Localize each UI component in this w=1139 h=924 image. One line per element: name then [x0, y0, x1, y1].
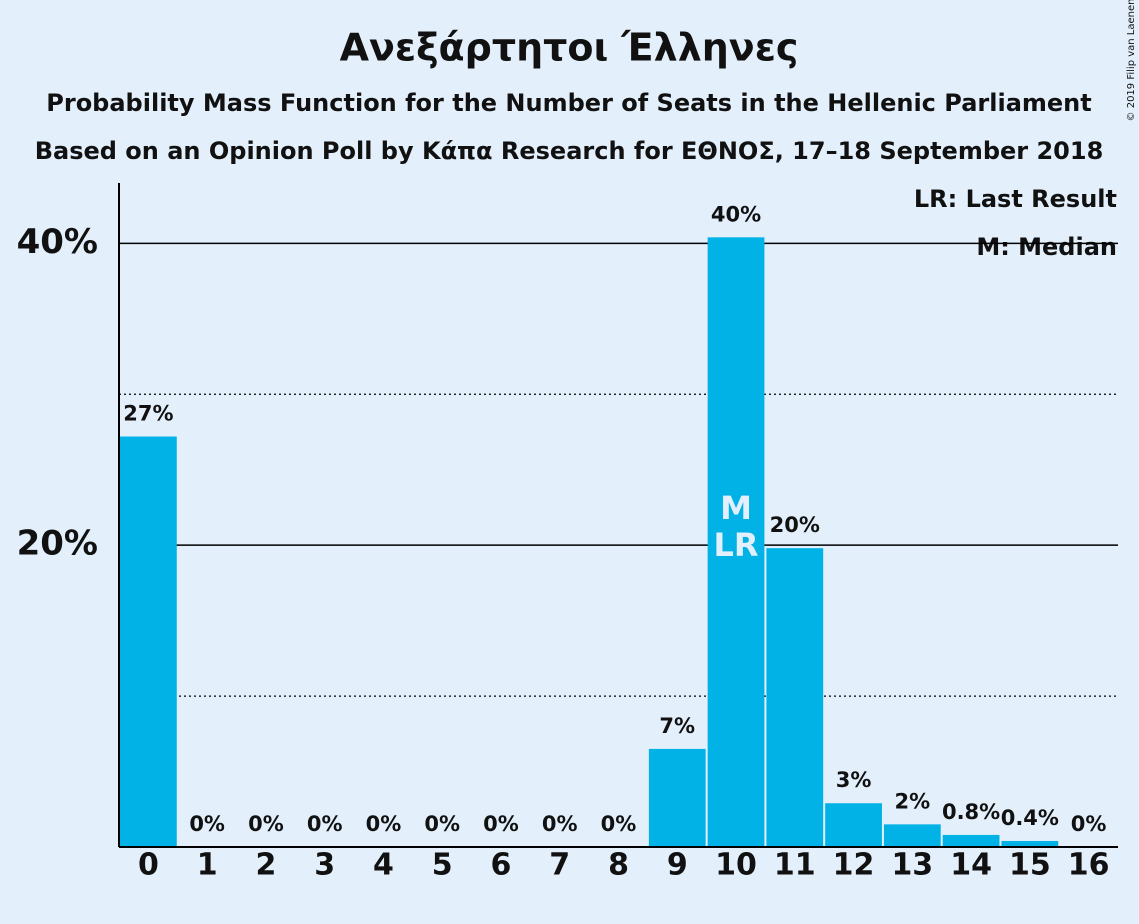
- chart-title: Ανεξάρτητοι Έλληνες: [340, 26, 799, 70]
- bar: [766, 548, 824, 847]
- y-tick-label: 40%: [17, 222, 98, 262]
- x-tick-label: 6: [491, 848, 512, 883]
- value-label: 0%: [248, 812, 284, 836]
- value-label: 0%: [307, 812, 343, 836]
- x-tick-label: 13: [891, 848, 933, 883]
- bar: [1001, 840, 1059, 847]
- value-label: 0%: [366, 812, 402, 836]
- x-tick-label: 3: [314, 848, 335, 883]
- copyright: © 2019 Filip van Laenen: [1126, 0, 1137, 121]
- bar: [825, 803, 882, 847]
- x-tick-label: 7: [549, 848, 570, 883]
- x-tick-label: 11: [774, 848, 816, 883]
- x-tick-label: 16: [1068, 848, 1110, 883]
- x-tick-label: 2: [255, 848, 276, 883]
- legend-entry: LR: Last Result: [914, 185, 1117, 213]
- x-tick-label: 4: [373, 848, 394, 883]
- bar: [942, 834, 1000, 847]
- bar: [707, 237, 765, 847]
- bar-annotation: M: [720, 489, 752, 527]
- chart-subtitle: Probability Mass Function for the Number…: [46, 89, 1091, 117]
- y-tick-label: 20%: [17, 524, 98, 564]
- bar-annotation: LR: [714, 526, 759, 564]
- x-tick-label: 5: [432, 848, 453, 883]
- value-label: 2%: [894, 789, 930, 813]
- value-label: 20%: [770, 513, 820, 537]
- value-label: 0%: [542, 812, 578, 836]
- x-tick-label: 14: [950, 848, 992, 883]
- value-label: 3%: [836, 768, 872, 792]
- legend-entry: M: Median: [976, 233, 1117, 261]
- x-tick-label: 0: [138, 848, 159, 883]
- x-tick-label: 8: [608, 848, 629, 883]
- bar: [120, 436, 177, 847]
- chart-subtitle: Based on an Opinion Poll by Κάπα Researc…: [35, 137, 1104, 165]
- x-tick-label: 1: [197, 848, 218, 883]
- x-tick-label: 9: [667, 848, 688, 883]
- value-label: 0%: [483, 812, 519, 836]
- value-label: 0.4%: [1001, 806, 1059, 830]
- x-tick-label: 12: [833, 848, 875, 883]
- x-tick-label: 15: [1009, 848, 1051, 883]
- value-label: 40%: [711, 202, 761, 226]
- value-label: 0%: [424, 812, 460, 836]
- bar: [883, 824, 941, 847]
- bar: [648, 748, 706, 847]
- x-tick-label: 10: [715, 848, 757, 883]
- value-label: 7%: [659, 714, 695, 738]
- value-label: 27%: [123, 402, 173, 426]
- value-label: 0%: [1071, 812, 1107, 836]
- value-label: 0%: [601, 812, 637, 836]
- value-label: 0.8%: [942, 800, 1000, 824]
- value-label: 0%: [189, 812, 225, 836]
